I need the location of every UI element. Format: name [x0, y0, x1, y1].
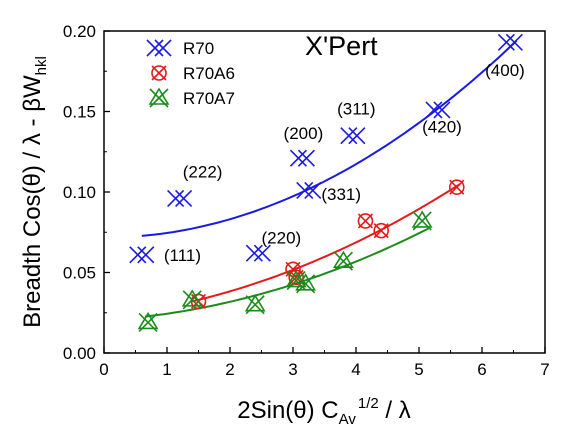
marker-stroke: [154, 39, 172, 57]
marker-stroke: [175, 189, 193, 208]
marker-stroke: [357, 213, 374, 229]
marker-stroke: [182, 290, 202, 310]
marker-stroke: [412, 211, 432, 231]
marker-stroke: [449, 179, 465, 195]
marker-stroke: [373, 223, 389, 239]
marker-stroke: [333, 251, 353, 271]
marker-stroke: [289, 149, 308, 167]
marker-stroke: [137, 246, 155, 264]
marker-stroke: [297, 149, 316, 167]
data-point-r70: [129, 246, 155, 264]
marker-stroke: [286, 270, 306, 291]
legend-label: R70A6: [183, 64, 235, 83]
marker-stroke: [295, 273, 317, 291]
x-axis-title: 2Sin(θ) CAv1/2 / λ: [237, 395, 410, 428]
peak-label: (220): [262, 229, 302, 248]
marker-stroke: [146, 39, 164, 57]
marker-stroke: [244, 294, 266, 312]
marker-stroke: [332, 250, 354, 269]
y-tick-label: 0.15: [63, 103, 96, 122]
legend-label: R70A7: [183, 89, 235, 108]
y-tick-label: 0.20: [63, 22, 96, 41]
marker-stroke: [304, 181, 322, 199]
marker-stroke: [288, 269, 304, 285]
x-tick-label: 1: [162, 360, 171, 379]
marker-stroke: [151, 65, 167, 81]
marker-stroke: [245, 244, 263, 262]
data-point-r70: [167, 189, 193, 208]
y-tick-label: 0.00: [63, 344, 96, 363]
peak-label: (331): [321, 185, 361, 204]
data-point-r70: [497, 33, 523, 51]
marker-stroke: [425, 101, 443, 119]
marker-stroke: [137, 311, 159, 330]
marker-stroke: [245, 295, 265, 315]
data-point-r70: [340, 127, 366, 145]
data-point-r70: [289, 149, 316, 167]
data-point-r70: [425, 101, 451, 119]
marker-stroke: [138, 312, 158, 332]
chart-title: X'Pert: [305, 31, 378, 61]
fit-line-r70: [141, 39, 518, 237]
data-point-r70a7: [332, 250, 354, 271]
x-tick-label: 3: [288, 360, 297, 379]
peak-label: (200): [284, 124, 324, 143]
marker-stroke: [296, 181, 314, 199]
marker-stroke: [505, 33, 523, 51]
y-tick-label: 0.10: [63, 183, 96, 202]
marker-stroke: [167, 189, 185, 208]
marker-stroke: [253, 244, 271, 262]
marker-stroke: [285, 261, 301, 277]
peak-label: (111): [164, 246, 201, 265]
marker-stroke: [348, 127, 366, 145]
peak-label: (311): [337, 100, 375, 119]
x-tick-label: 4: [351, 360, 360, 379]
legend-marker-r70a6: [151, 65, 167, 81]
marker-stroke: [151, 65, 167, 81]
y-tick-label: 0.05: [63, 264, 96, 283]
x-tick-label: 6: [477, 360, 486, 379]
data-point-r70: [245, 244, 271, 262]
x-tick-label: 2: [225, 360, 234, 379]
legend-marker-r70a7: [148, 87, 170, 108]
data-point-r70a6: [357, 213, 374, 229]
marker-stroke: [497, 33, 515, 51]
marker-stroke: [340, 127, 358, 145]
peak-label: (400): [485, 61, 525, 80]
marker-stroke: [129, 246, 147, 264]
peak-label: (222): [183, 163, 223, 182]
data-point-r70a7: [295, 273, 317, 294]
x-tick-label: 0: [99, 360, 108, 379]
data-point-r70a7: [244, 294, 266, 315]
data-point-r70a6: [373, 222, 390, 239]
marker-stroke: [181, 289, 203, 307]
marker-stroke: [433, 101, 451, 119]
data-point-r70a6: [448, 179, 465, 195]
marker-stroke: [411, 210, 433, 228]
peak-label: (420): [422, 117, 462, 136]
x-tick-label: 5: [414, 360, 423, 379]
marker-stroke: [357, 213, 374, 229]
data-point-r70: [296, 181, 322, 199]
marker-stroke: [373, 222, 390, 239]
data-point-r70a7: [181, 289, 203, 310]
marker-stroke: [148, 87, 170, 105]
legend-marker-r70: [146, 39, 172, 57]
x-tick-label: 7: [540, 360, 549, 379]
y-axis-title: Breadth Cos(θ) / λ - βWhkl: [19, 56, 50, 328]
marker-stroke: [149, 88, 169, 108]
marker-stroke: [296, 274, 316, 294]
fit-line-r70a6: [191, 183, 461, 303]
data-point-r70a7: [137, 311, 159, 332]
legend-label: R70: [183, 39, 214, 58]
data-point-r70a7: [411, 210, 433, 231]
marker-stroke: [448, 179, 465, 195]
